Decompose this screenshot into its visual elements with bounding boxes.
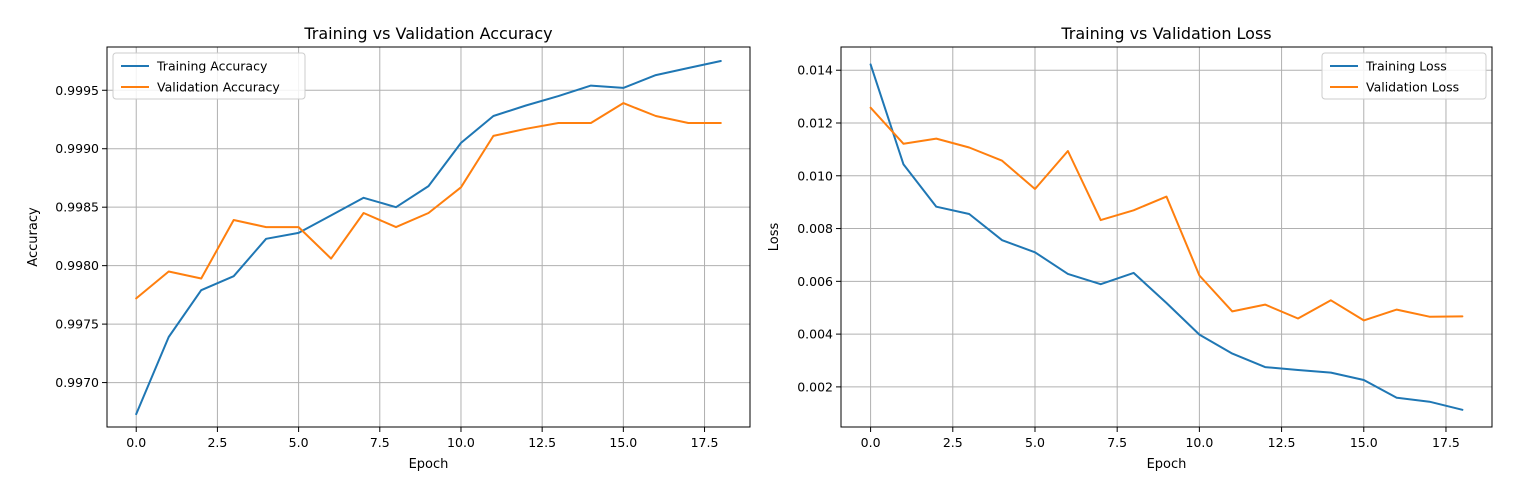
x-tick-label: 15.0 <box>609 435 637 450</box>
x-tick-label: 2.5 <box>207 435 227 450</box>
series-line-validation <box>869 106 1464 322</box>
x-tick-label: 10.0 <box>1185 435 1213 450</box>
chart-title: Training vs Validation Loss <box>1060 24 1271 43</box>
x-tick-label: 12.5 <box>528 435 556 450</box>
legend-box <box>112 52 306 100</box>
y-tick-label: 0.9990 <box>55 141 99 156</box>
legend-box <box>1321 52 1487 100</box>
y-tick-label: 0.002 <box>797 379 833 394</box>
legend: Training Accuracy Validation Accuracy <box>112 52 306 100</box>
series-line-training <box>869 63 1464 411</box>
x-axis-label: Epoch <box>409 457 449 472</box>
x-tick-label: 0.0 <box>126 435 146 450</box>
y-tick-label: 0.012 <box>797 116 833 131</box>
y-tick-label: 0.006 <box>797 274 833 289</box>
y-axis-label: Accuracy <box>26 207 41 267</box>
plot-frame <box>840 46 1493 428</box>
x-tick-label: 7.5 <box>370 435 390 450</box>
y-tick-label: 0.9970 <box>55 375 99 390</box>
y-tick-label: 0.9985 <box>55 200 99 215</box>
plot-frame <box>106 46 751 428</box>
y-tick-label: 0.9975 <box>55 317 99 332</box>
x-tick-label: 0.0 <box>861 435 881 450</box>
x-tick-label: 17.5 <box>691 435 719 450</box>
legend-label: Validation Accuracy <box>157 80 280 95</box>
accuracy-chart: 0.0 2.5 5.0 7.5 10.0 12.5 15.0 17.5 0.9970 0.9975… <box>26 24 751 472</box>
series-line-validation <box>135 102 722 300</box>
x-tick-label: 15.0 <box>1350 435 1378 450</box>
y-axis-label: Loss <box>767 223 782 252</box>
x-tick-label: 5.0 <box>1025 435 1045 450</box>
loss-chart: 0.0 2.5 5.0 7.5 10.0 12.5 15.0 17.5 0.002 0.004 0.… <box>767 24 1493 472</box>
legend-label: Training Loss <box>1365 59 1447 74</box>
y-tick-label: 0.010 <box>797 168 833 183</box>
x-axis-label: Epoch <box>1147 457 1187 472</box>
x-tick-label: 2.5 <box>943 435 963 450</box>
series-line-training <box>135 60 722 416</box>
x-tick-label: 12.5 <box>1268 435 1296 450</box>
x-tick-label: 7.5 <box>1107 435 1127 450</box>
y-tick-label: 0.004 <box>797 327 833 342</box>
x-tick-label: 10.0 <box>447 435 475 450</box>
x-tick-label: 5.0 <box>289 435 309 450</box>
y-tick-label: 0.9980 <box>55 258 99 273</box>
legend-label: Validation Loss <box>1366 80 1459 95</box>
y-tick-label: 0.014 <box>797 63 833 78</box>
y-tick-label: 0.9995 <box>55 83 99 98</box>
legend: Training Loss Validation Loss <box>1321 52 1487 100</box>
chart-title: Training vs Validation Accuracy <box>303 24 552 43</box>
x-tick-label: 17.5 <box>1432 435 1460 450</box>
legend-label: Training Accuracy <box>156 59 268 74</box>
y-tick-label: 0.008 <box>797 221 833 236</box>
